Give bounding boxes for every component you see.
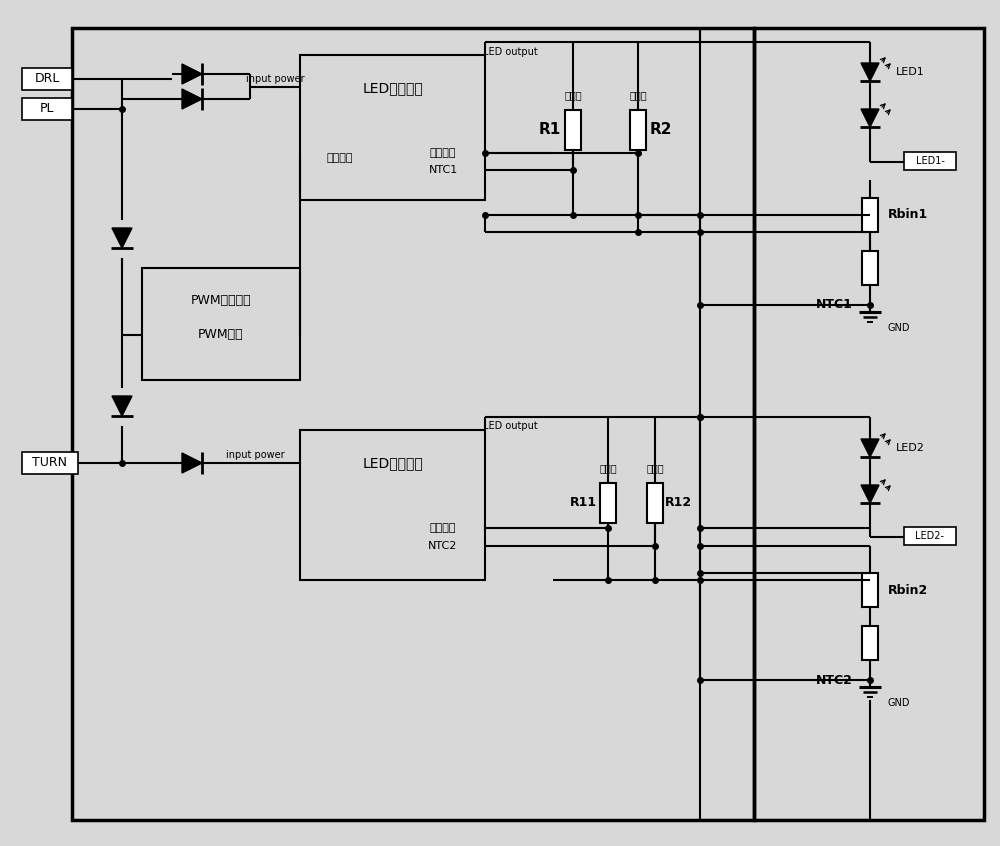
Text: GND: GND — [887, 323, 910, 333]
Text: LED2: LED2 — [896, 443, 924, 453]
Bar — [300, 430, 485, 580]
Text: R2: R2 — [650, 123, 672, 138]
Text: PWM发生电路: PWM发生电路 — [191, 294, 251, 306]
Polygon shape — [861, 109, 879, 127]
Text: NTC1: NTC1 — [816, 299, 853, 311]
Polygon shape — [182, 64, 202, 84]
Polygon shape — [861, 439, 879, 457]
Bar — [22, 98, 72, 120]
Text: NTC2: NTC2 — [816, 673, 853, 686]
Text: input power: input power — [246, 74, 304, 84]
Text: LED output: LED output — [483, 421, 537, 431]
Text: NTC2: NTC2 — [428, 541, 458, 551]
Text: Rbin2: Rbin2 — [888, 584, 928, 596]
Text: 稳压源: 稳压源 — [564, 90, 582, 100]
Bar — [630, 110, 646, 150]
Text: PWM输出: PWM输出 — [198, 328, 244, 342]
Polygon shape — [112, 228, 132, 248]
Polygon shape — [861, 63, 879, 81]
Bar — [754, 28, 984, 820]
Text: 稳压源: 稳压源 — [629, 90, 647, 100]
Bar — [862, 626, 878, 660]
Text: 模拟调光: 模拟调光 — [430, 523, 456, 533]
Bar — [647, 483, 663, 523]
Text: LED1-: LED1- — [916, 156, 944, 166]
Polygon shape — [112, 396, 132, 416]
Polygon shape — [861, 485, 879, 503]
Text: R1: R1 — [539, 123, 561, 138]
Text: PL: PL — [40, 102, 54, 116]
Text: 稳压源: 稳压源 — [646, 463, 664, 473]
Text: 稳压源: 稳压源 — [599, 463, 617, 473]
Text: 数字调光: 数字调光 — [327, 153, 353, 163]
Polygon shape — [182, 89, 202, 109]
Bar — [862, 573, 878, 607]
Bar — [22, 452, 78, 474]
Text: R12: R12 — [664, 497, 692, 509]
Text: NTC1: NTC1 — [428, 165, 458, 175]
Text: LED output: LED output — [483, 47, 537, 57]
Bar — [565, 110, 581, 150]
Bar — [862, 198, 878, 232]
Text: 模拟调光: 模拟调光 — [430, 148, 456, 158]
Text: LED1: LED1 — [896, 67, 924, 77]
Text: LED2-: LED2- — [916, 531, 944, 541]
Text: LED恒流驱动: LED恒流驱动 — [363, 81, 423, 95]
Bar — [72, 28, 754, 820]
Text: LED恒流驱动: LED恒流驱动 — [363, 456, 423, 470]
Bar — [862, 251, 878, 285]
Bar — [904, 152, 956, 170]
Bar — [142, 268, 300, 380]
Text: DRL: DRL — [34, 73, 60, 85]
Bar — [300, 55, 485, 200]
Text: TURN: TURN — [32, 457, 68, 470]
Text: R11: R11 — [569, 497, 597, 509]
Bar — [22, 68, 72, 90]
Text: Rbin1: Rbin1 — [888, 208, 928, 222]
Bar — [600, 483, 616, 523]
Polygon shape — [182, 453, 202, 473]
Text: GND: GND — [887, 698, 910, 708]
Text: input power: input power — [226, 450, 284, 460]
Bar — [904, 527, 956, 545]
